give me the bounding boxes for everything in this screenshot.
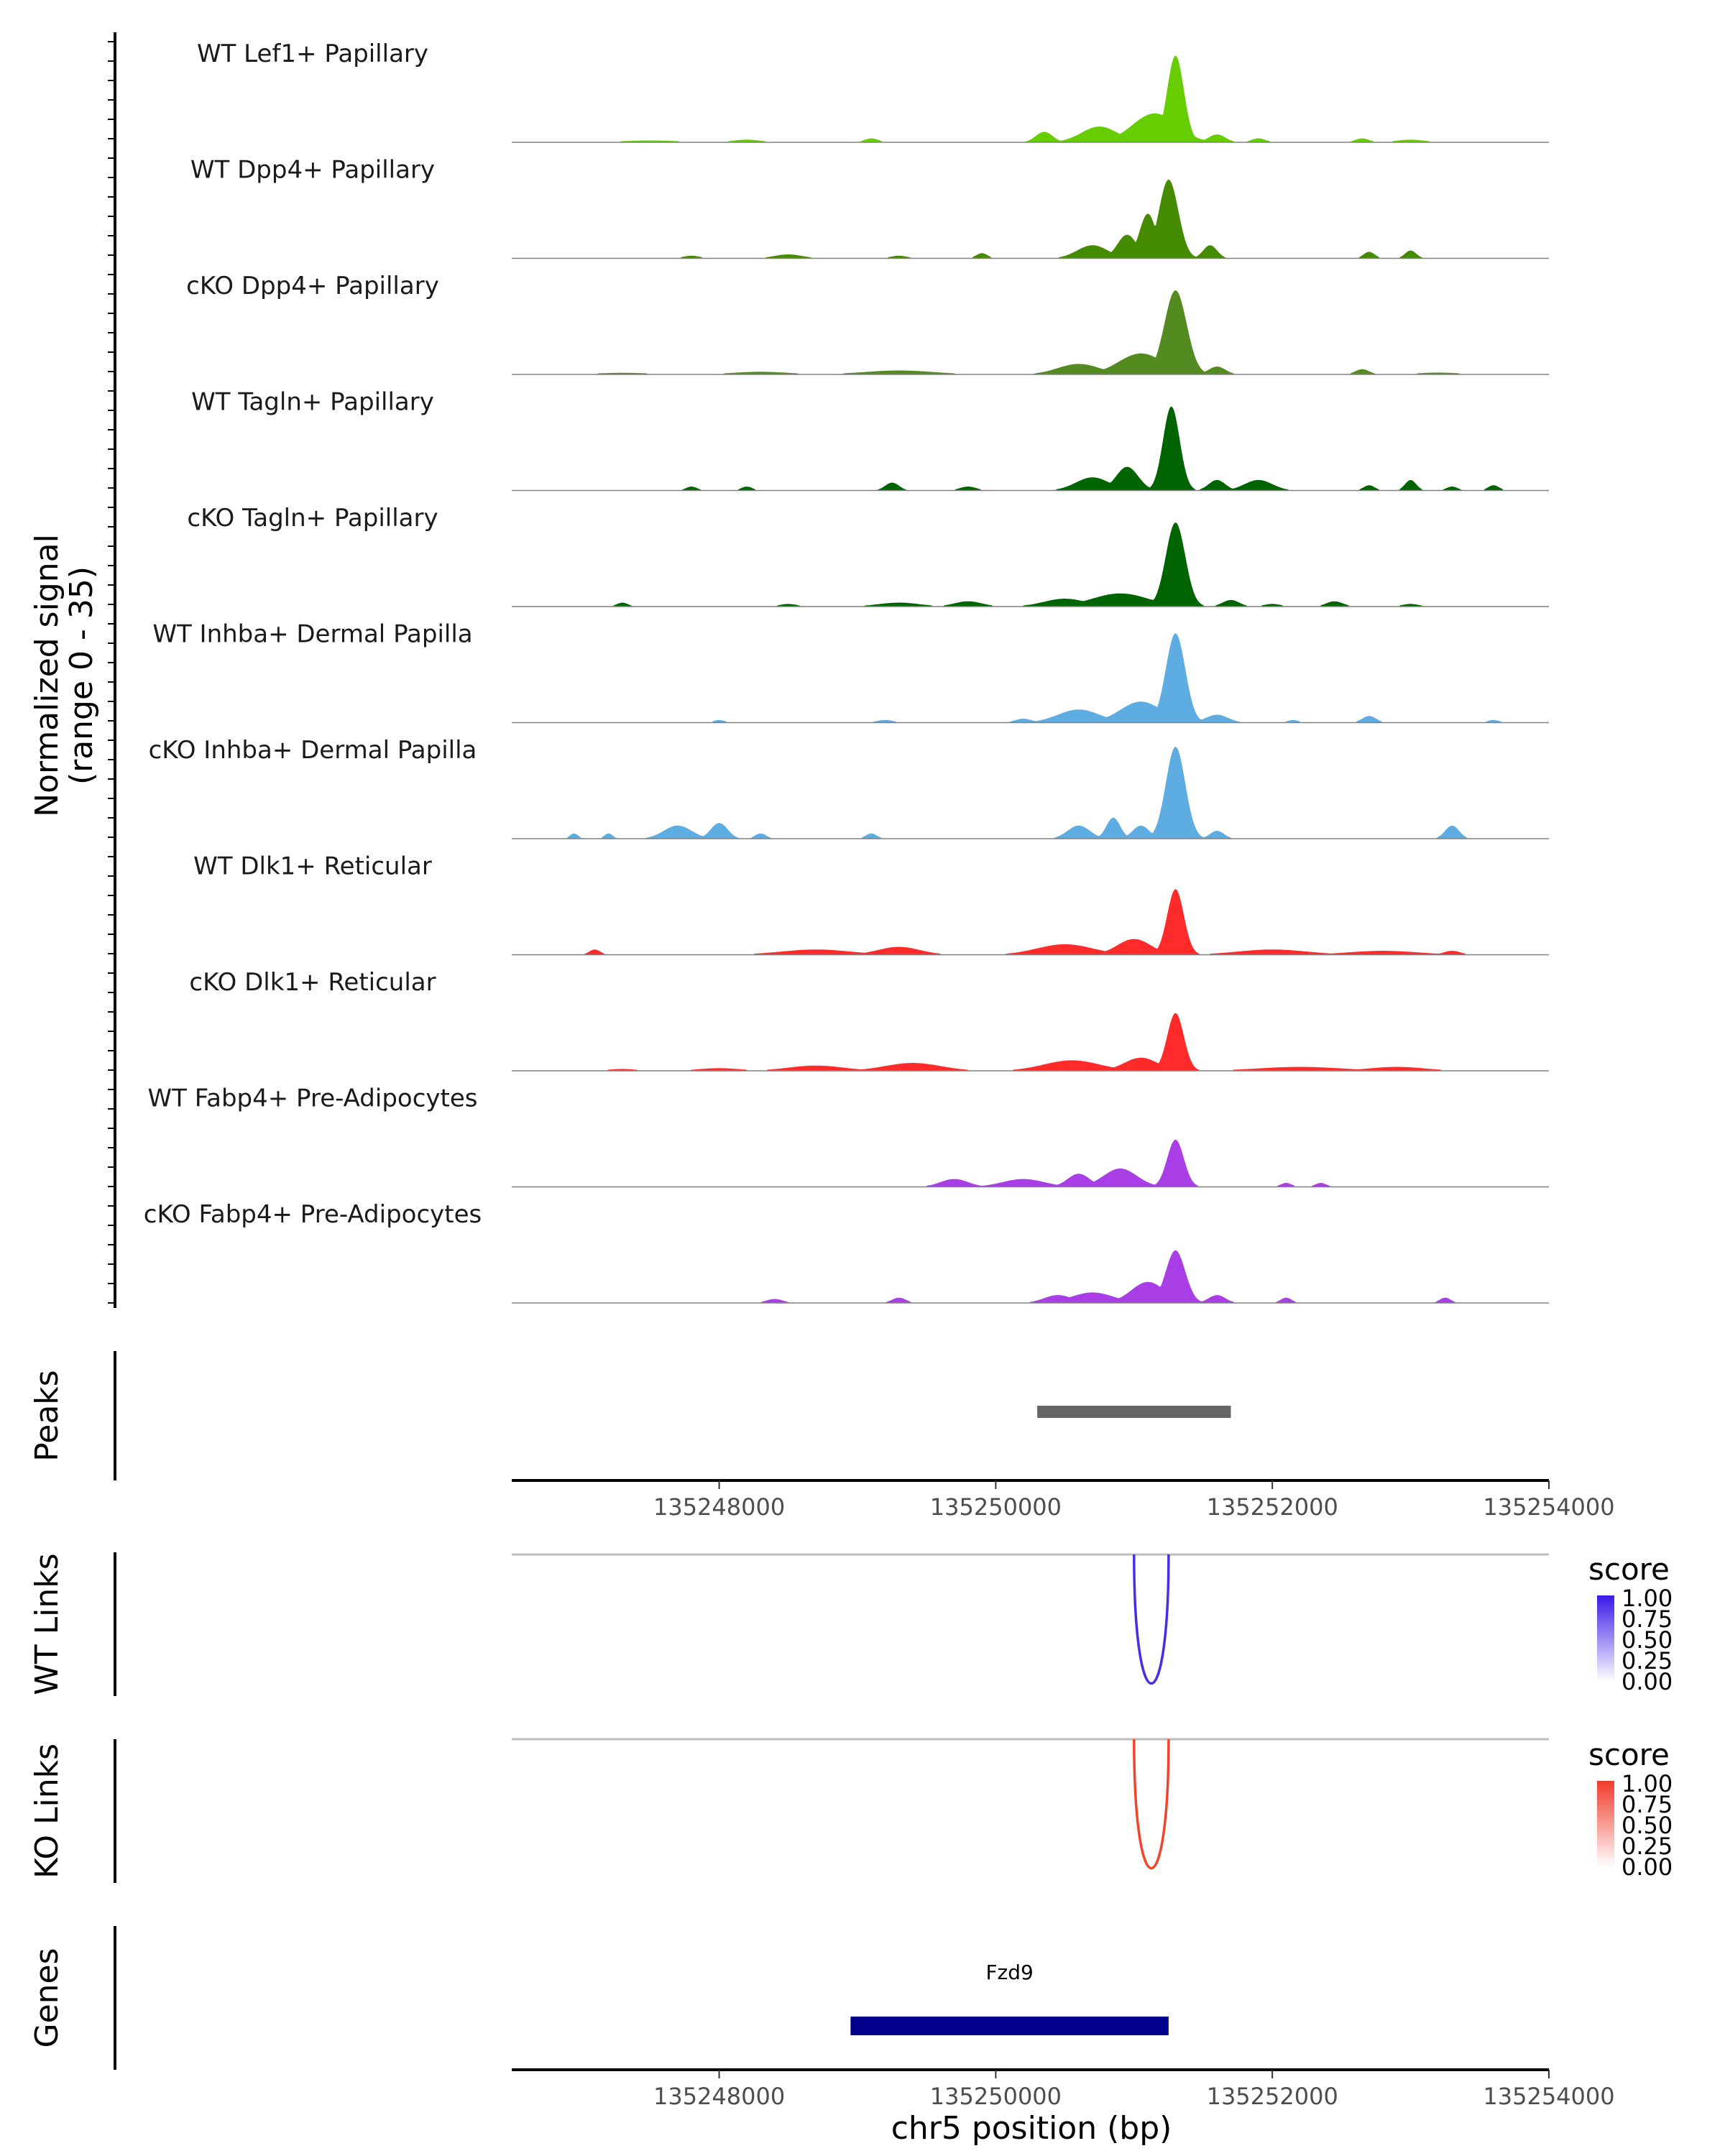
coverage-area-2 (512, 179, 1549, 259)
coverage-area-11 (512, 1250, 1549, 1303)
coverage-area-1 (512, 55, 1549, 142)
x-axis-title: chr5 position (bp) (891, 2110, 1172, 2147)
coverage-area-4 (512, 406, 1549, 491)
legend-tick-label: 1.00 (1622, 1770, 1673, 1797)
score-legends: score1.000.750.500.250.00score1.000.750.… (1588, 1552, 1673, 1881)
track-label-7: cKO Inhba+ Dermal Papilla (149, 736, 477, 765)
legend-tick-label: 0.75 (1622, 1791, 1673, 1818)
gene-label-1: Fzd9 (985, 1961, 1033, 1984)
legend-tick-label: 1.00 (1622, 1585, 1673, 1612)
wt-links-track-label: WT Links (29, 1553, 65, 1695)
genes-layer: Fzd9 (850, 1961, 1169, 2035)
track-label-10: WT Fabp4+ Pre-Adipocytes (148, 1084, 478, 1113)
track-label-8: WT Dlk1+ Reticular (193, 852, 432, 881)
coverage-area-7 (512, 747, 1549, 839)
x-axis-top: 135248000 135250000 135252000 135254000 (512, 1479, 1615, 1521)
genes-track-label: Genes (29, 1948, 65, 2047)
x-tick-label: 135254000 (1483, 2083, 1614, 2110)
coverage-area-3 (512, 290, 1549, 374)
track-label-11: cKO Fabp4+ Pre-Adipocytes (144, 1200, 482, 1229)
coverage-y-axis (108, 32, 116, 1308)
x-tick-label: 135248000 (653, 1493, 785, 1521)
track-label-2: WT Dpp4+ Papillary (190, 156, 435, 185)
x-tick-label: 135252000 (1207, 2083, 1338, 2110)
coverage-tracks: WT Lef1+ Papillary WT Dpp4+ Papillary cKO … (144, 40, 1549, 1304)
coverage-ylabel: Normalized signal (29, 534, 65, 817)
x-tick-label: 135252000 (1207, 1493, 1338, 1521)
legend-tick-label: 0.50 (1622, 1812, 1673, 1839)
coverage-area-5 (512, 522, 1549, 607)
peak-region-1 (1037, 1406, 1231, 1418)
ko-link-arc-1 (1133, 1738, 1170, 1869)
coverage-area-6 (512, 633, 1549, 723)
track-label-6: WT Inhba+ Dermal Papilla (152, 620, 472, 649)
x-tick-label: 135248000 (653, 2083, 785, 2110)
coverage-area-9 (512, 1013, 1549, 1071)
track-label-1: WT Lef1+ Papillary (197, 40, 428, 68)
legend-tick-label: 0.00 (1622, 1668, 1673, 1695)
legend-title-1: score (1588, 1552, 1670, 1587)
gene-body-1 (850, 2017, 1169, 2035)
legend-tick-label: 0.00 (1622, 1853, 1673, 1881)
peaks-layer (1037, 1406, 1231, 1418)
legend-colorbar-2 (1597, 1781, 1614, 1867)
track-label-5: cKO Tagln+ Papillary (187, 504, 438, 533)
x-tick-label: 135250000 (930, 1493, 1062, 1521)
wt-link-arc-1 (1133, 1554, 1170, 1685)
legend-tick-label: 0.25 (1622, 1647, 1673, 1674)
legend-colorbar-1 (1597, 1595, 1614, 1682)
legend-tick-label: 0.25 (1622, 1833, 1673, 1860)
legend-title-2: score (1588, 1737, 1670, 1772)
x-axis-bottom: 135248000 135250000 135252000 135254000 (512, 2068, 1615, 2110)
legend-tick-label: 0.75 (1622, 1606, 1673, 1633)
ko-links-track-label: KO Links (29, 1743, 65, 1879)
track-label-4: WT Tagln+ Papillary (191, 388, 434, 417)
coverage-ylabel-range: (range 0 - 35) (63, 566, 100, 785)
coverage-area-8 (512, 889, 1549, 955)
track-label-3: cKO Dpp4+ Papillary (186, 272, 439, 300)
legend-tick-label: 0.50 (1622, 1626, 1673, 1654)
wt-links-layer (512, 1553, 1549, 1685)
track-label-9: cKO Dlk1+ Reticular (189, 968, 436, 997)
peaks-track-label: Peaks (29, 1370, 65, 1461)
x-tick-label: 135250000 (930, 2083, 1062, 2110)
coverage-area-10 (512, 1139, 1549, 1187)
ko-links-layer (512, 1738, 1549, 1869)
x-tick-label: 135254000 (1483, 1493, 1614, 1521)
